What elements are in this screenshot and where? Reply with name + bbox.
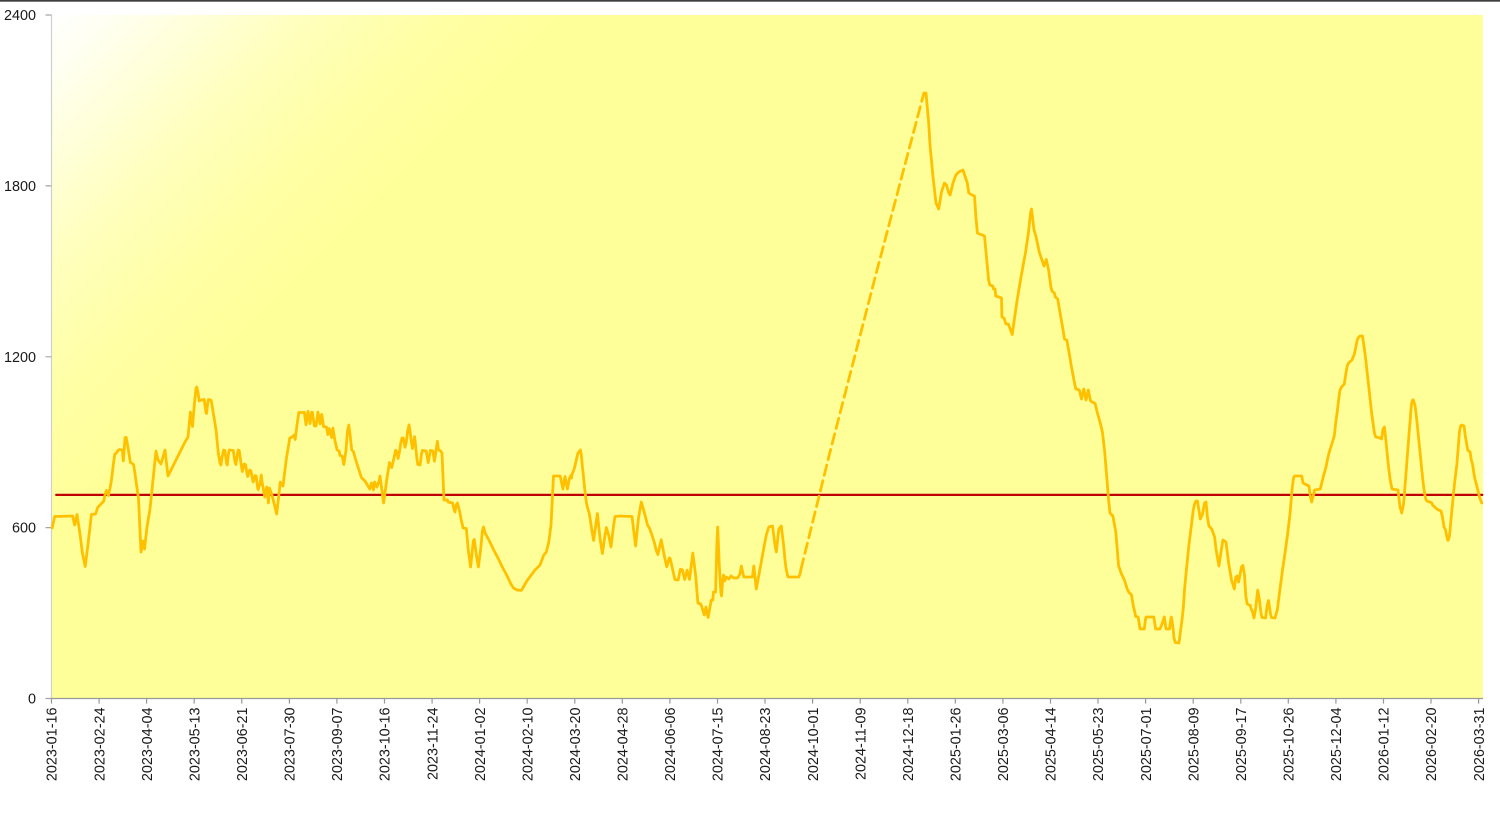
svg-text:2024-02-10: 2024-02-10 [520,708,536,782]
svg-text:2026-03-31: 2026-03-31 [1472,708,1488,782]
svg-text:0: 0 [28,692,36,708]
svg-text:1200: 1200 [4,350,36,366]
svg-text:2025-08-09: 2025-08-09 [1186,708,1202,782]
svg-text:2023-07-30: 2023-07-30 [283,708,299,782]
svg-text:2026-01-12: 2026-01-12 [1377,708,1393,782]
svg-text:2024-06-06: 2024-06-06 [663,708,679,782]
svg-text:2024-03-20: 2024-03-20 [568,708,584,782]
svg-text:2025-04-14: 2025-04-14 [1044,708,1060,782]
svg-text:2024-12-18: 2024-12-18 [901,708,917,782]
svg-text:2023-02-24: 2023-02-24 [92,708,108,782]
svg-text:2400: 2400 [4,8,36,24]
svg-text:2025-07-01: 2025-07-01 [1139,708,1155,782]
svg-text:2023-05-13: 2023-05-13 [187,708,203,782]
svg-text:2023-11-24: 2023-11-24 [425,708,441,781]
svg-text:2024-01-02: 2024-01-02 [473,708,489,782]
svg-text:2023-06-21: 2023-06-21 [235,708,251,782]
svg-text:2025-05-23: 2025-05-23 [1091,708,1107,782]
svg-text:2023-10-16: 2023-10-16 [378,708,394,782]
svg-text:2023-04-04: 2023-04-04 [140,708,156,782]
svg-text:2025-03-06: 2025-03-06 [996,708,1012,782]
svg-text:2025-09-17: 2025-09-17 [1234,708,1250,782]
svg-text:2023-09-07: 2023-09-07 [330,708,346,782]
svg-text:2026-02-20: 2026-02-20 [1424,708,1440,782]
svg-text:2024-04-28: 2024-04-28 [616,708,632,782]
svg-text:2024-08-23: 2024-08-23 [758,708,774,782]
svg-text:2023-01-16: 2023-01-16 [45,708,61,782]
svg-text:2024-10-01: 2024-10-01 [806,708,822,782]
svg-text:1800: 1800 [4,179,36,195]
svg-text:2024-07-15: 2024-07-15 [711,708,727,782]
svg-text:2025-10-26: 2025-10-26 [1282,708,1298,782]
svg-text:2024-11-09: 2024-11-09 [853,708,869,781]
svg-text:2025-01-26: 2025-01-26 [949,708,965,782]
svg-text:600: 600 [12,521,36,537]
svg-text:2025-12-04: 2025-12-04 [1329,708,1345,782]
